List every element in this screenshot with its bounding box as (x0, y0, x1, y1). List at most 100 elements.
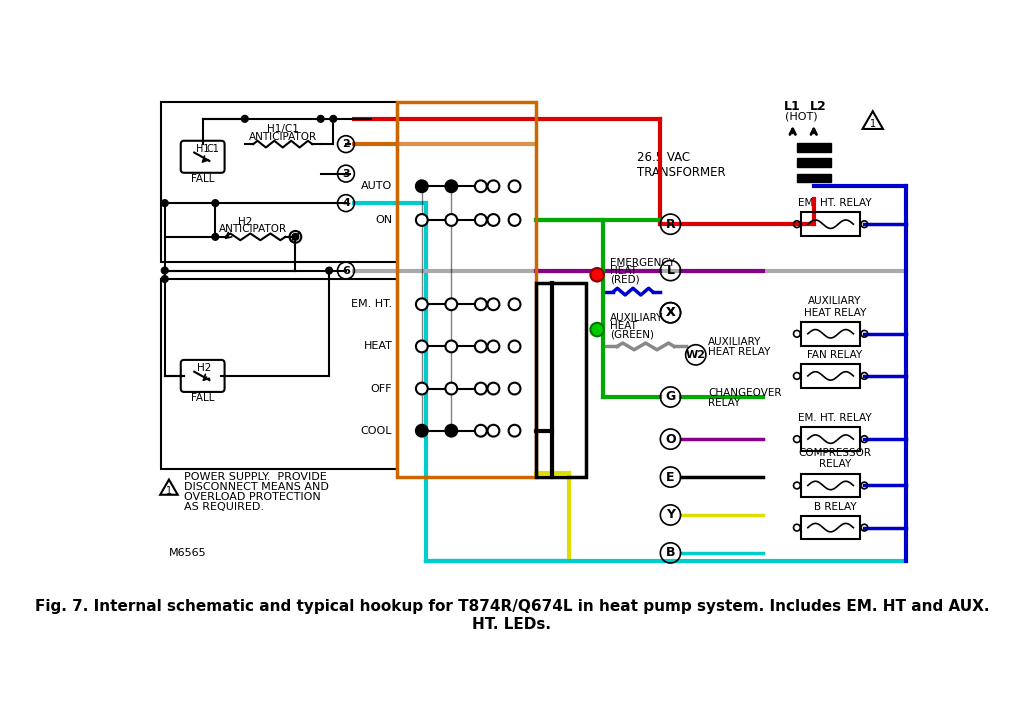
Text: H1/C1: H1/C1 (267, 124, 299, 134)
Text: L1: L1 (784, 100, 801, 113)
Circle shape (487, 298, 500, 310)
Text: POWER SUPPLY.  PROVIDE: POWER SUPPLY. PROVIDE (184, 472, 327, 482)
Circle shape (416, 214, 428, 226)
Text: HEAT: HEAT (609, 266, 637, 276)
Circle shape (509, 341, 520, 353)
Text: COOL: COOL (360, 426, 392, 435)
Text: 1: 1 (166, 486, 172, 496)
Circle shape (330, 115, 337, 122)
Circle shape (445, 341, 457, 353)
Text: B: B (666, 547, 675, 559)
Circle shape (317, 115, 324, 122)
Text: AUXILIARY: AUXILIARY (709, 337, 762, 347)
Text: EM. HT.: EM. HT. (351, 299, 392, 309)
Circle shape (416, 425, 428, 437)
Bar (801, 474, 860, 497)
Bar (797, 173, 830, 182)
Circle shape (475, 214, 486, 226)
Text: AUTO: AUTO (361, 181, 392, 191)
Text: CHANGEOVER: CHANGEOVER (709, 388, 782, 398)
Circle shape (445, 382, 457, 394)
Bar (801, 212, 860, 236)
Text: ON: ON (375, 215, 392, 225)
Text: X: X (666, 306, 675, 319)
Circle shape (487, 181, 500, 192)
Text: 4: 4 (342, 198, 350, 208)
Text: L2: L2 (810, 100, 826, 113)
Circle shape (162, 267, 168, 274)
Circle shape (475, 298, 486, 310)
Text: G: G (666, 391, 676, 404)
Text: (RED): (RED) (609, 275, 639, 285)
Text: H2: H2 (238, 217, 252, 227)
Circle shape (591, 323, 604, 336)
Bar (536, 283, 586, 477)
Text: OFF: OFF (371, 384, 392, 394)
Text: L: L (667, 264, 675, 277)
Text: 26.5 VAC
TRANSFORMER: 26.5 VAC TRANSFORMER (637, 152, 725, 179)
Circle shape (292, 234, 299, 240)
Circle shape (509, 382, 520, 394)
Text: W2: W2 (686, 350, 706, 360)
Circle shape (509, 425, 520, 437)
Circle shape (509, 298, 520, 310)
Text: DISCONNECT MEANS AND: DISCONNECT MEANS AND (184, 482, 329, 492)
Circle shape (487, 425, 500, 437)
Text: FAN RELAY: FAN RELAY (807, 350, 862, 360)
Circle shape (416, 181, 428, 192)
Text: ANTICIPATOR: ANTICIPATOR (249, 132, 316, 142)
Text: H1: H1 (196, 144, 210, 154)
Text: X: X (666, 306, 675, 319)
Text: EM. HT. RELAY: EM. HT. RELAY (798, 198, 871, 208)
Circle shape (487, 382, 500, 394)
Text: AUXILIARY
HEAT RELAY: AUXILIARY HEAT RELAY (804, 296, 866, 318)
Circle shape (162, 200, 168, 207)
Circle shape (445, 425, 457, 437)
Text: HEAT: HEAT (364, 341, 392, 351)
Text: EM. HT. RELAY: EM. HT. RELAY (798, 413, 871, 423)
Circle shape (416, 382, 428, 394)
Circle shape (487, 214, 500, 226)
Text: H2: H2 (198, 362, 212, 372)
Text: AS REQUIRED.: AS REQUIRED. (184, 503, 264, 513)
Bar (801, 516, 860, 539)
Circle shape (475, 382, 486, 394)
Text: E: E (667, 471, 675, 484)
Text: C1: C1 (206, 144, 219, 154)
Text: AUXILIARY: AUXILIARY (609, 313, 664, 323)
Circle shape (445, 214, 457, 226)
Circle shape (416, 341, 428, 353)
Circle shape (475, 181, 486, 192)
Bar (797, 159, 830, 167)
Circle shape (212, 200, 219, 207)
Circle shape (162, 275, 168, 282)
Text: RELAY: RELAY (709, 398, 740, 408)
Text: B RELAY: B RELAY (813, 501, 856, 512)
Circle shape (326, 267, 333, 274)
Text: (HOT): (HOT) (784, 111, 817, 121)
Text: 1: 1 (869, 119, 876, 129)
Text: 2: 2 (342, 139, 350, 149)
Circle shape (487, 341, 500, 353)
Bar (161, 279, 396, 469)
Text: FALL: FALL (190, 393, 214, 403)
Text: R: R (666, 217, 675, 231)
Text: Fig. 7. Internal schematic and typical hookup for T874R/Q674L in heat pump syste: Fig. 7. Internal schematic and typical h… (35, 599, 989, 632)
Circle shape (509, 214, 520, 226)
Circle shape (591, 268, 604, 282)
Text: Y: Y (666, 508, 675, 522)
Bar (396, 102, 536, 477)
Bar (801, 428, 860, 451)
Text: COMPRESSOR
RELAY: COMPRESSOR RELAY (799, 448, 871, 469)
Circle shape (242, 115, 248, 122)
Circle shape (475, 425, 486, 437)
Text: 3: 3 (342, 169, 350, 178)
Text: HEAT: HEAT (609, 321, 637, 331)
Circle shape (212, 234, 219, 240)
Bar (797, 143, 830, 152)
Circle shape (445, 298, 457, 310)
Circle shape (416, 298, 428, 310)
Bar (161, 102, 396, 262)
Text: M6565: M6565 (169, 548, 207, 558)
Bar (801, 322, 860, 346)
